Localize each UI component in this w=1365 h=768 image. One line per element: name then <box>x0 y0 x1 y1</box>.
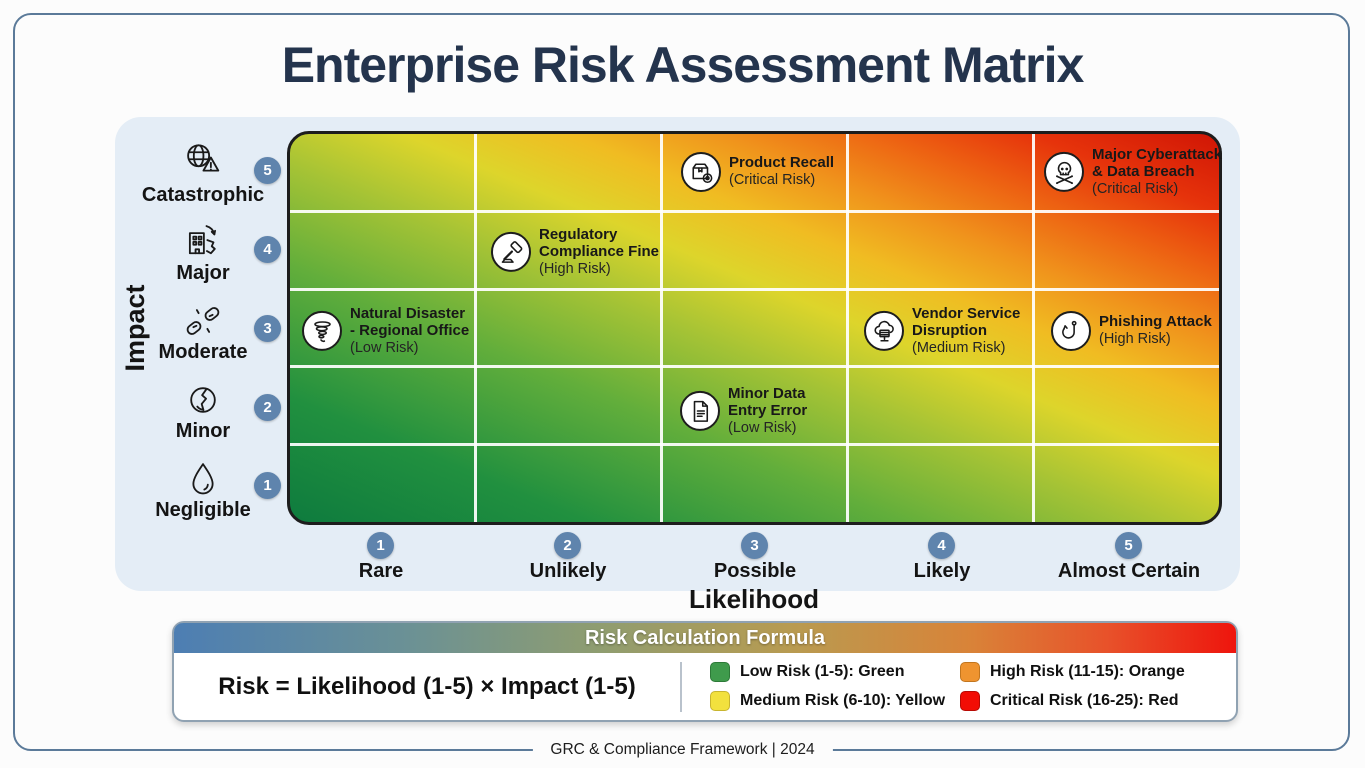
impact-badge-1: 1 <box>254 472 281 499</box>
risk-matrix-grid <box>287 131 1222 525</box>
gavel-icon <box>491 231 531 272</box>
risk-title: Product Recall <box>729 154 835 172</box>
legend-item-medium: Medium Risk (6-10): Yellow <box>710 691 948 711</box>
package-icon <box>681 152 721 192</box>
risk-formula-box: Risk Calculation Formula Risk = Likeliho… <box>172 621 1238 722</box>
impact-badge-3: 3 <box>254 315 281 342</box>
legend-item-low: Low Risk (1-5): Green <box>710 662 948 682</box>
risk-title: Minor Data <box>728 384 806 402</box>
fishing-hook-icon <box>1051 311 1091 351</box>
likelihood-badge-3: 3 <box>741 532 768 559</box>
impact-badge-2: 2 <box>254 394 281 421</box>
building-collapse-icon <box>180 218 226 262</box>
critical-risk-swatch <box>960 691 980 711</box>
risk-item-phishing-attack: Phishing Attack (High Risk) <box>1051 311 1212 351</box>
risk-level: (Low Risk) <box>728 419 797 436</box>
impact-label-major: Major <box>176 262 230 284</box>
risk-level: (High Risk) <box>539 260 611 277</box>
legend-item-high: High Risk (11-15): Orange <box>960 662 1185 682</box>
low-risk-swatch <box>710 662 730 682</box>
likelihood-label-almost-certain: Almost Certain <box>1057 560 1201 582</box>
risk-item-natural-disaster: Natural Disaster - Regional Office (Low … <box>302 304 470 356</box>
risk-item-product-recall: Product Recall (Critical Risk) <box>681 152 834 192</box>
risk-level: (Critical Risk) <box>1092 180 1179 197</box>
grid-line <box>660 134 664 522</box>
risk-item-vendor-disruption: Vendor Service Disruption (Medium Risk) <box>864 304 1021 356</box>
legend-label: Critical Risk (16-25): Red <box>990 692 1179 709</box>
impact-label-moderate: Moderate <box>158 341 248 363</box>
likelihood-label-rare: Rare <box>358 560 404 582</box>
risk-title-2: Entry Error <box>728 401 808 419</box>
likelihood-axis-title: Likelihood <box>689 584 819 614</box>
risk-formula: Risk = Likelihood (1-5) × Impact (1-5) <box>218 672 636 700</box>
likelihood-label-unlikely: Unlikely <box>529 560 607 582</box>
cracked-circle-icon <box>180 377 226 421</box>
risk-title-2: Compliance Fine <box>539 242 660 260</box>
footer-caption: GRC & Compliance Framework | 2024 <box>532 741 833 759</box>
tornado-icon <box>302 310 342 351</box>
likelihood-badge-5: 5 <box>1115 532 1142 559</box>
risk-title-2: & Data Breach <box>1092 162 1195 180</box>
legend-divider <box>680 661 682 712</box>
risk-level: (Medium Risk) <box>912 339 1006 356</box>
droplet-icon <box>180 456 226 500</box>
risk-item-regulatory-fine: Regulatory Compliance Fine (High Risk) <box>491 225 660 277</box>
grid-line <box>474 134 478 522</box>
legend-label: Low Risk (1-5): Green <box>740 663 905 680</box>
legend-label: High Risk (11-15): Orange <box>990 663 1185 680</box>
impact-badge-4: 4 <box>254 236 281 263</box>
grid-line <box>290 287 1219 291</box>
skull-crossbones-icon <box>1044 151 1084 192</box>
high-risk-swatch <box>960 662 980 682</box>
likelihood-badge-2: 2 <box>554 532 581 559</box>
legend-item-critical: Critical Risk (16-25): Red <box>960 691 1185 711</box>
grid-line <box>845 134 849 522</box>
likelihood-badge-1: 1 <box>367 532 394 559</box>
likelihood-badge-4: 4 <box>928 532 955 559</box>
document-icon <box>680 390 720 431</box>
grid-line <box>1031 134 1035 522</box>
impact-label-negligible: Negligible <box>155 499 251 521</box>
risk-title-2: - Regional Office <box>350 321 470 339</box>
impact-badge-5: 5 <box>254 157 281 184</box>
broken-chain-icon <box>180 298 226 342</box>
risk-level: (Critical Risk) <box>729 172 816 189</box>
risk-title: Major Cyberattack <box>1092 145 1223 163</box>
risk-title: Vendor Service <box>912 304 1021 322</box>
impact-label-catastrophic: Catastrophic <box>141 184 265 206</box>
formula-header: Risk Calculation Formula <box>174 623 1236 653</box>
grid-line <box>290 442 1219 446</box>
risk-legend: Low Risk (1-5): Green High Risk (11-15):… <box>710 662 1185 711</box>
likelihood-label-likely: Likely <box>913 560 971 582</box>
page-title: Enterprise Risk Assessment Matrix <box>281 37 1085 93</box>
risk-title: Natural Disaster <box>350 304 466 322</box>
risk-item-major-cyberattack: Major Cyberattack & Data Breach (Critica… <box>1044 145 1223 197</box>
impact-label-minor: Minor <box>175 420 231 442</box>
risk-level: (High Risk) <box>1099 331 1171 348</box>
risk-title: Phishing Attack <box>1099 313 1212 331</box>
globe-warning-icon <box>180 138 226 182</box>
risk-level: (Low Risk) <box>350 339 419 356</box>
risk-title: Regulatory <box>539 225 618 243</box>
medium-risk-swatch <box>710 691 730 711</box>
cloud-server-icon <box>864 310 904 351</box>
risk-title-2: Disruption <box>912 321 987 339</box>
legend-label: Medium Risk (6-10): Yellow <box>740 692 946 709</box>
grid-line <box>290 365 1219 369</box>
likelihood-label-possible: Possible <box>713 560 797 582</box>
risk-item-minor-data-error: Minor Data Entry Error (Low Risk) <box>680 384 808 436</box>
grid-line <box>290 210 1219 214</box>
